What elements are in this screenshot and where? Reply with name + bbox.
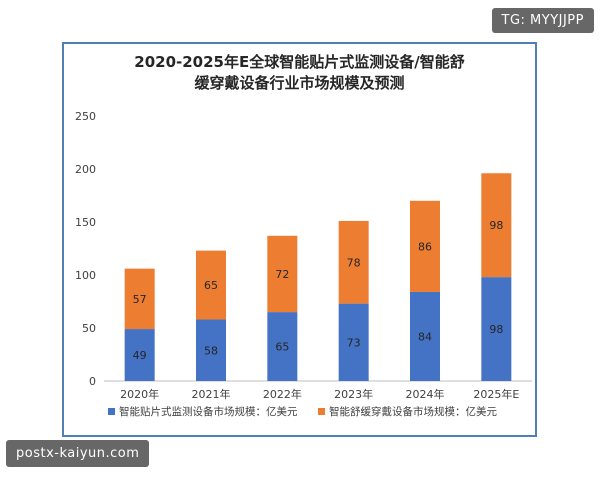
chart-frame: 2020-2025年E全球智能贴片式监测设备/智能舒 缓穿戴设备行业市场规模及预…	[62, 42, 537, 437]
bar-segment-monitor	[267, 312, 298, 381]
x-tick-label: 2024年	[406, 387, 445, 401]
x-tick-label: 2022年	[263, 387, 302, 401]
x-tick-label: 2020年	[120, 387, 159, 401]
y-tick-label: 250	[75, 110, 96, 123]
x-tick-label: 2021年	[192, 387, 231, 401]
legend-swatch-monitor	[108, 408, 115, 415]
bar-segment-monitor	[124, 329, 155, 381]
bar-segment-monitor	[481, 277, 512, 381]
y-tick-label: 100	[75, 269, 96, 282]
bar-segment-monitor	[410, 291, 440, 381]
bar-segment-wearable	[124, 268, 155, 330]
y-tick-label: 150	[75, 216, 96, 229]
bar-segment-wearable	[338, 220, 369, 304]
bar-segment-wearable	[410, 200, 440, 292]
bar-segment-monitor	[196, 319, 226, 381]
bar-data-label: 84	[418, 330, 432, 343]
bar-data-label: 78	[347, 256, 361, 269]
legend-label-wearable: 智能舒缓穿戴设备市场规模：亿美元	[329, 405, 497, 418]
chart-title: 2020-2025年E全球智能贴片式监测设备/智能舒 缓穿戴设备行业市场规模及预…	[64, 52, 535, 94]
watermark-bottom-left: postx-kaiyun.com	[6, 440, 150, 467]
bar-data-label: 72	[275, 268, 289, 281]
y-tick-label: 200	[75, 163, 96, 176]
stacked-bar-chart: 0 50 100 150 200 250 49 57 2020年 58 65 2021年 65 72 202…	[75, 110, 532, 418]
bar-segment-monitor	[338, 303, 369, 381]
chart-title-line-2: 缓穿戴设备行业市场规模及预测	[194, 74, 405, 92]
bar-data-label: 57	[133, 293, 147, 306]
legend-label-monitor: 智能贴片式监测设备市场规模：亿美元	[119, 405, 298, 418]
bar-segment-wearable	[267, 235, 298, 313]
bar-data-label: 73	[347, 336, 361, 349]
bar-data-label: 58	[204, 344, 218, 357]
x-tick-label: 2023年	[334, 387, 373, 401]
y-tick-label: 50	[82, 322, 96, 335]
bar-segment-wearable	[481, 173, 512, 278]
bar-segment-wearable	[196, 250, 226, 320]
bar-data-label: 98	[489, 219, 503, 232]
watermark-top-right: TG: MYYJJPP	[491, 8, 594, 33]
bar-data-label: 65	[204, 279, 218, 292]
bar-data-label: 65	[275, 341, 289, 354]
bar-data-label: 49	[133, 349, 147, 362]
chart-title-line-1: 2020-2025年E全球智能贴片式监测设备/智能舒	[134, 53, 465, 71]
bar-data-label: 98	[489, 323, 503, 336]
x-tick-label: 2025年E	[473, 387, 519, 401]
y-tick-label: 0	[89, 375, 96, 388]
bar-data-label: 86	[418, 240, 432, 253]
legend-swatch-wearable	[318, 408, 325, 415]
